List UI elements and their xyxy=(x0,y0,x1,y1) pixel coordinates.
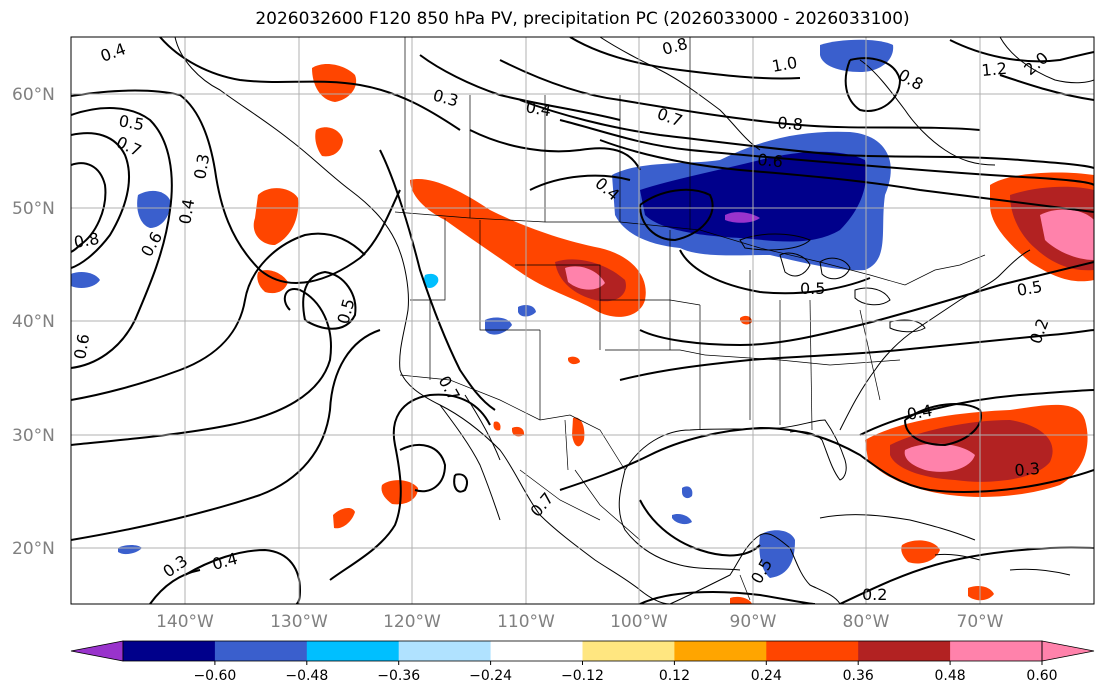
contour-label: 0.8 xyxy=(777,113,804,134)
colorbar-tick-label: 0.48 xyxy=(935,668,966,684)
contour-label: 0.5 xyxy=(800,279,825,298)
contour-label: 0.4 xyxy=(175,197,198,225)
contour-label: 0.8 xyxy=(660,34,690,59)
contour-label: 0.6 xyxy=(757,150,784,171)
pv-contours xyxy=(71,37,1094,604)
lon-tick-label: 70°W xyxy=(957,612,1004,632)
contour-label: 0.4 xyxy=(524,97,552,120)
neg-anomaly-north xyxy=(820,39,894,72)
map-title: 2026032600 F120 850 hPa PV, precipitatio… xyxy=(255,9,910,29)
contour-label: 0.3 xyxy=(1014,459,1041,480)
colorbar-segment xyxy=(858,641,951,661)
lat-tick-label: 60°N xyxy=(12,85,55,105)
lon-tick-label: 110°W xyxy=(497,612,555,632)
political-borders xyxy=(394,37,986,601)
colorbar-segment xyxy=(214,641,308,661)
colorbar-tick-label: 0.60 xyxy=(1026,668,1057,684)
lon-tick-label: 100°W xyxy=(610,612,668,632)
colorbar: −0.60 −0.48 −0.36 −0.24 −0.12 0.12 0.24 0.36 0.4… xyxy=(70,640,1095,684)
colorbar-segment xyxy=(306,641,400,661)
lat-tick-label: 20°N xyxy=(12,539,55,559)
colorbar-tick-label: −0.48 xyxy=(285,668,328,684)
contour-label: 0.8 xyxy=(72,229,100,252)
contour-label: 1.0 xyxy=(770,53,798,76)
colorbar-tick-label: −0.24 xyxy=(469,668,512,684)
colorbar-segment xyxy=(490,641,583,661)
lat-tick-label: 50°N xyxy=(12,199,55,219)
colorbar-tick-label: 0.36 xyxy=(843,668,874,684)
lon-tick-label: 90°W xyxy=(730,612,777,632)
contour-label: 0.5 xyxy=(117,111,145,134)
colorbar-segment xyxy=(398,641,492,661)
colorbar-extend-min xyxy=(70,640,124,662)
map-frame xyxy=(70,36,1095,605)
colorbar-segment xyxy=(582,641,675,661)
contour-label: 0.6 xyxy=(70,332,93,360)
colorbar-tick-label: −0.12 xyxy=(561,668,604,684)
colorbar-segment xyxy=(950,641,1043,661)
colorbar-extend-max xyxy=(1041,640,1095,662)
lon-tick-label: 120°W xyxy=(383,612,441,632)
contour-label: 0.2 xyxy=(862,585,887,604)
lon-tick-label: 80°W xyxy=(843,612,890,632)
colorbar-segment xyxy=(766,641,859,661)
colorbar-segment xyxy=(123,641,216,661)
lon-axis: 140°W 130°W 120°W 110°W 100°W 90°W 80°W … xyxy=(156,612,1004,632)
lon-tick-label: 140°W xyxy=(156,612,214,632)
gridlines xyxy=(71,37,1094,604)
colorbar-tick-label: −0.60 xyxy=(193,668,236,684)
contour-label: 1.2 xyxy=(981,59,1008,80)
colorbar-tick-label: −0.36 xyxy=(377,668,420,684)
colorbar-tick-label: 0.12 xyxy=(659,668,690,684)
lat-tick-label: 30°N xyxy=(12,426,55,446)
colorbar-segment xyxy=(674,641,767,661)
coastlines xyxy=(174,37,1094,604)
lat-axis: 60°N 50°N 40°N 30°N 20°N xyxy=(12,85,55,559)
lat-tick-label: 40°N xyxy=(12,312,55,332)
lon-tick-label: 130°W xyxy=(270,612,328,632)
colorbar-tick-label: 0.24 xyxy=(751,668,782,684)
contour-label: 0.3 xyxy=(190,152,213,180)
contour-label: 0.5 xyxy=(1015,277,1043,300)
contour-label: 0.4 xyxy=(905,401,933,424)
